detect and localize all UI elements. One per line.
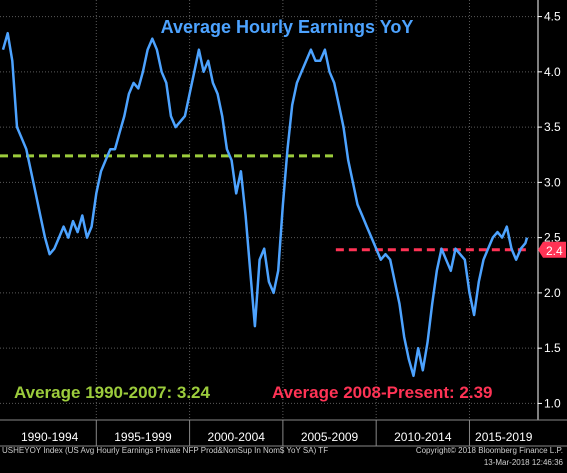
reference-lines [0, 154, 527, 252]
y-tick-label: 1.5 [544, 341, 561, 355]
axes: 1.0 1.5 2.0 2.5 3.0 3.5 4.0 4.5 1990-1994 1995-19… [0, 0, 567, 447]
x-tick-label: 2000-2004 [208, 430, 266, 444]
reference-label-2008-present: Average 2008-Present: 2.39 [272, 383, 493, 402]
x-tick-label: 1990-1994 [21, 430, 79, 444]
chart-title: Average Hourly Earnings YoY [161, 17, 414, 37]
y-tick-label: 2.0 [544, 286, 561, 300]
x-tick-label: 2010-2014 [394, 430, 452, 444]
x-tick-label: 1995-1999 [114, 430, 172, 444]
footer-timestamp: 13-Mar-2018 12:46:36 [483, 458, 563, 467]
footer-copyright: Copyright© 2018 Bloomberg Finance L.P. [415, 446, 563, 455]
y-tick-label: 1.0 [544, 396, 561, 410]
x-tick-label: 2005-2009 [301, 430, 359, 444]
series-line-0 [1, 31, 529, 378]
y-tick-label: 3.5 [544, 120, 561, 134]
y-tick-label: 4.5 [544, 10, 561, 24]
y-tick-label: 2.5 [544, 231, 561, 245]
last-value-label: 2.4 [546, 244, 563, 258]
reference-label-1990-2007: Average 1990-2007: 3.24 [14, 383, 211, 402]
footer-description: USHEYOY Index (US Avg Hourly Earnings Pr… [2, 446, 563, 455]
last-value-badge [538, 241, 566, 258]
y-tick-label: 3.0 [544, 175, 561, 189]
y-tick-label: 4.0 [544, 65, 561, 79]
series-layer [1, 31, 529, 378]
footer-index-text: USHEYOY Index (US Avg Hourly Earnings Pr… [2, 446, 329, 455]
x-tick-label: 2015-2019 [475, 430, 533, 444]
